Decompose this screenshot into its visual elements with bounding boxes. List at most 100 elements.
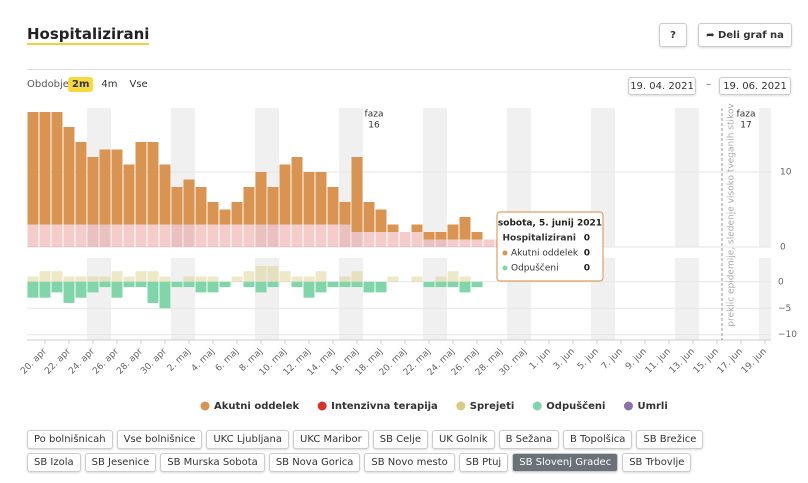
bar bbox=[39, 271, 51, 282]
period-option[interactable]: 4m bbox=[101, 79, 118, 90]
bar bbox=[231, 276, 243, 282]
filter-button[interactable]: SB Celje bbox=[372, 430, 428, 449]
date-from[interactable]: 19. 04. 2021 bbox=[628, 77, 696, 95]
bar bbox=[219, 224, 231, 247]
period-label: Obdobje bbox=[27, 79, 69, 90]
bar bbox=[351, 271, 363, 282]
bar bbox=[447, 271, 459, 282]
filter-button[interactable]: UKC Ljubljana bbox=[206, 430, 290, 449]
bar bbox=[471, 232, 483, 240]
legend-label: Sprejeti bbox=[470, 401, 515, 412]
filter-button[interactable]: B Sežana bbox=[498, 430, 559, 449]
bar bbox=[459, 281, 471, 293]
weekend-stripe bbox=[99, 258, 111, 340]
bar bbox=[267, 224, 279, 247]
filter-button[interactable]: SB Nova Gorica bbox=[268, 453, 361, 472]
filter-button[interactable]: SB Izola bbox=[27, 453, 81, 472]
period-option[interactable]: 2m bbox=[68, 77, 94, 92]
bar bbox=[135, 224, 147, 247]
x-tick-label: 15. jun bbox=[692, 347, 721, 376]
period-options: 2m 4m Vse bbox=[68, 77, 152, 92]
legend-marker bbox=[623, 401, 633, 411]
bar bbox=[255, 281, 267, 293]
help-button[interactable]: ? bbox=[659, 23, 687, 47]
bar bbox=[147, 224, 159, 247]
tooltip-title: sobota, 5. junij 2021 bbox=[498, 219, 602, 229]
filter-button[interactable]: SB Ptuj bbox=[458, 453, 509, 472]
bar bbox=[375, 281, 387, 293]
legend-marker bbox=[200, 401, 210, 411]
legend-label: Akutni oddelek bbox=[214, 401, 299, 412]
bar bbox=[291, 224, 303, 247]
bar bbox=[291, 276, 303, 282]
legend-label: Umrli bbox=[637, 401, 667, 412]
legend-label: Intenzivna terapija bbox=[331, 401, 438, 412]
bar bbox=[411, 224, 423, 232]
weekend-stripe bbox=[759, 258, 771, 340]
weekend-stripe bbox=[339, 258, 351, 340]
bar bbox=[411, 276, 423, 282]
divider bbox=[27, 69, 791, 70]
bar bbox=[267, 187, 279, 225]
bar bbox=[339, 276, 351, 282]
bar bbox=[99, 224, 111, 247]
tooltip-value: 0 bbox=[584, 264, 590, 274]
bar bbox=[279, 164, 291, 225]
tooltip-dot bbox=[502, 265, 508, 271]
filter-button[interactable]: SB Murska Sobota bbox=[160, 453, 265, 472]
bar bbox=[159, 164, 171, 225]
filter-button[interactable]: SB Jesenice bbox=[84, 453, 157, 472]
bar bbox=[303, 224, 315, 247]
bar bbox=[123, 276, 135, 282]
filter-button[interactable]: SB Brežice bbox=[636, 430, 704, 449]
period-option[interactable]: Vse bbox=[129, 79, 148, 90]
filter-button[interactable]: SB Slovenj Gradec bbox=[512, 453, 619, 472]
filter-button[interactable]: Po bolnišnicah bbox=[27, 430, 113, 449]
bar bbox=[171, 187, 183, 225]
filter-button[interactable]: Vse bolnišnice bbox=[116, 430, 203, 449]
annotation: faza bbox=[737, 110, 756, 120]
legend-marker bbox=[317, 401, 327, 411]
bar bbox=[111, 281, 123, 298]
weekend-stripe bbox=[687, 108, 699, 247]
bar bbox=[267, 281, 279, 288]
filter-button[interactable]: UKC Maribor bbox=[293, 430, 369, 449]
annotation: 16 bbox=[368, 121, 380, 131]
filter-button[interactable]: SB Novo mesto bbox=[364, 453, 455, 472]
date-to[interactable]: 19. 06. 2021 bbox=[719, 77, 791, 95]
bar bbox=[339, 202, 351, 225]
bar bbox=[183, 281, 195, 288]
weekend-stripe bbox=[603, 258, 615, 340]
x-tick-label: 3. jun bbox=[552, 347, 577, 372]
annotation: 17 bbox=[740, 121, 751, 131]
filter-button[interactable]: UK Golnik bbox=[431, 430, 495, 449]
bar bbox=[27, 224, 39, 247]
x-tick-label: 5. jun bbox=[576, 347, 601, 372]
bar bbox=[267, 265, 279, 282]
legend-label: Odpuščeni bbox=[546, 400, 605, 412]
filter-button[interactable]: B Topolšica bbox=[562, 430, 633, 449]
bar bbox=[171, 281, 183, 288]
bar bbox=[207, 224, 219, 247]
x-tick-label: 1. jun bbox=[528, 347, 553, 372]
weekend-stripe bbox=[87, 258, 99, 340]
bar bbox=[63, 224, 75, 247]
filter-button[interactable]: SB Trbovlje bbox=[622, 453, 692, 472]
bar bbox=[435, 232, 447, 240]
y2-tick-label: 0 bbox=[778, 277, 784, 287]
share-button[interactable]: ➦ Deli graf na bbox=[698, 23, 792, 47]
weekend-stripe bbox=[351, 258, 363, 340]
bar bbox=[411, 232, 423, 247]
tooltip-box bbox=[496, 211, 604, 282]
x-tick-label: 17. jun bbox=[716, 347, 745, 376]
bar bbox=[327, 224, 339, 247]
bar bbox=[27, 281, 39, 298]
bar bbox=[255, 172, 267, 225]
bar bbox=[399, 232, 411, 247]
tooltip-label: Odpuščeni bbox=[511, 263, 559, 274]
bar bbox=[87, 281, 99, 293]
filter-buttons: Po bolnišnicah Vse bolnišnice UKC Ljubljan… bbox=[27, 430, 747, 472]
bar bbox=[363, 281, 375, 293]
